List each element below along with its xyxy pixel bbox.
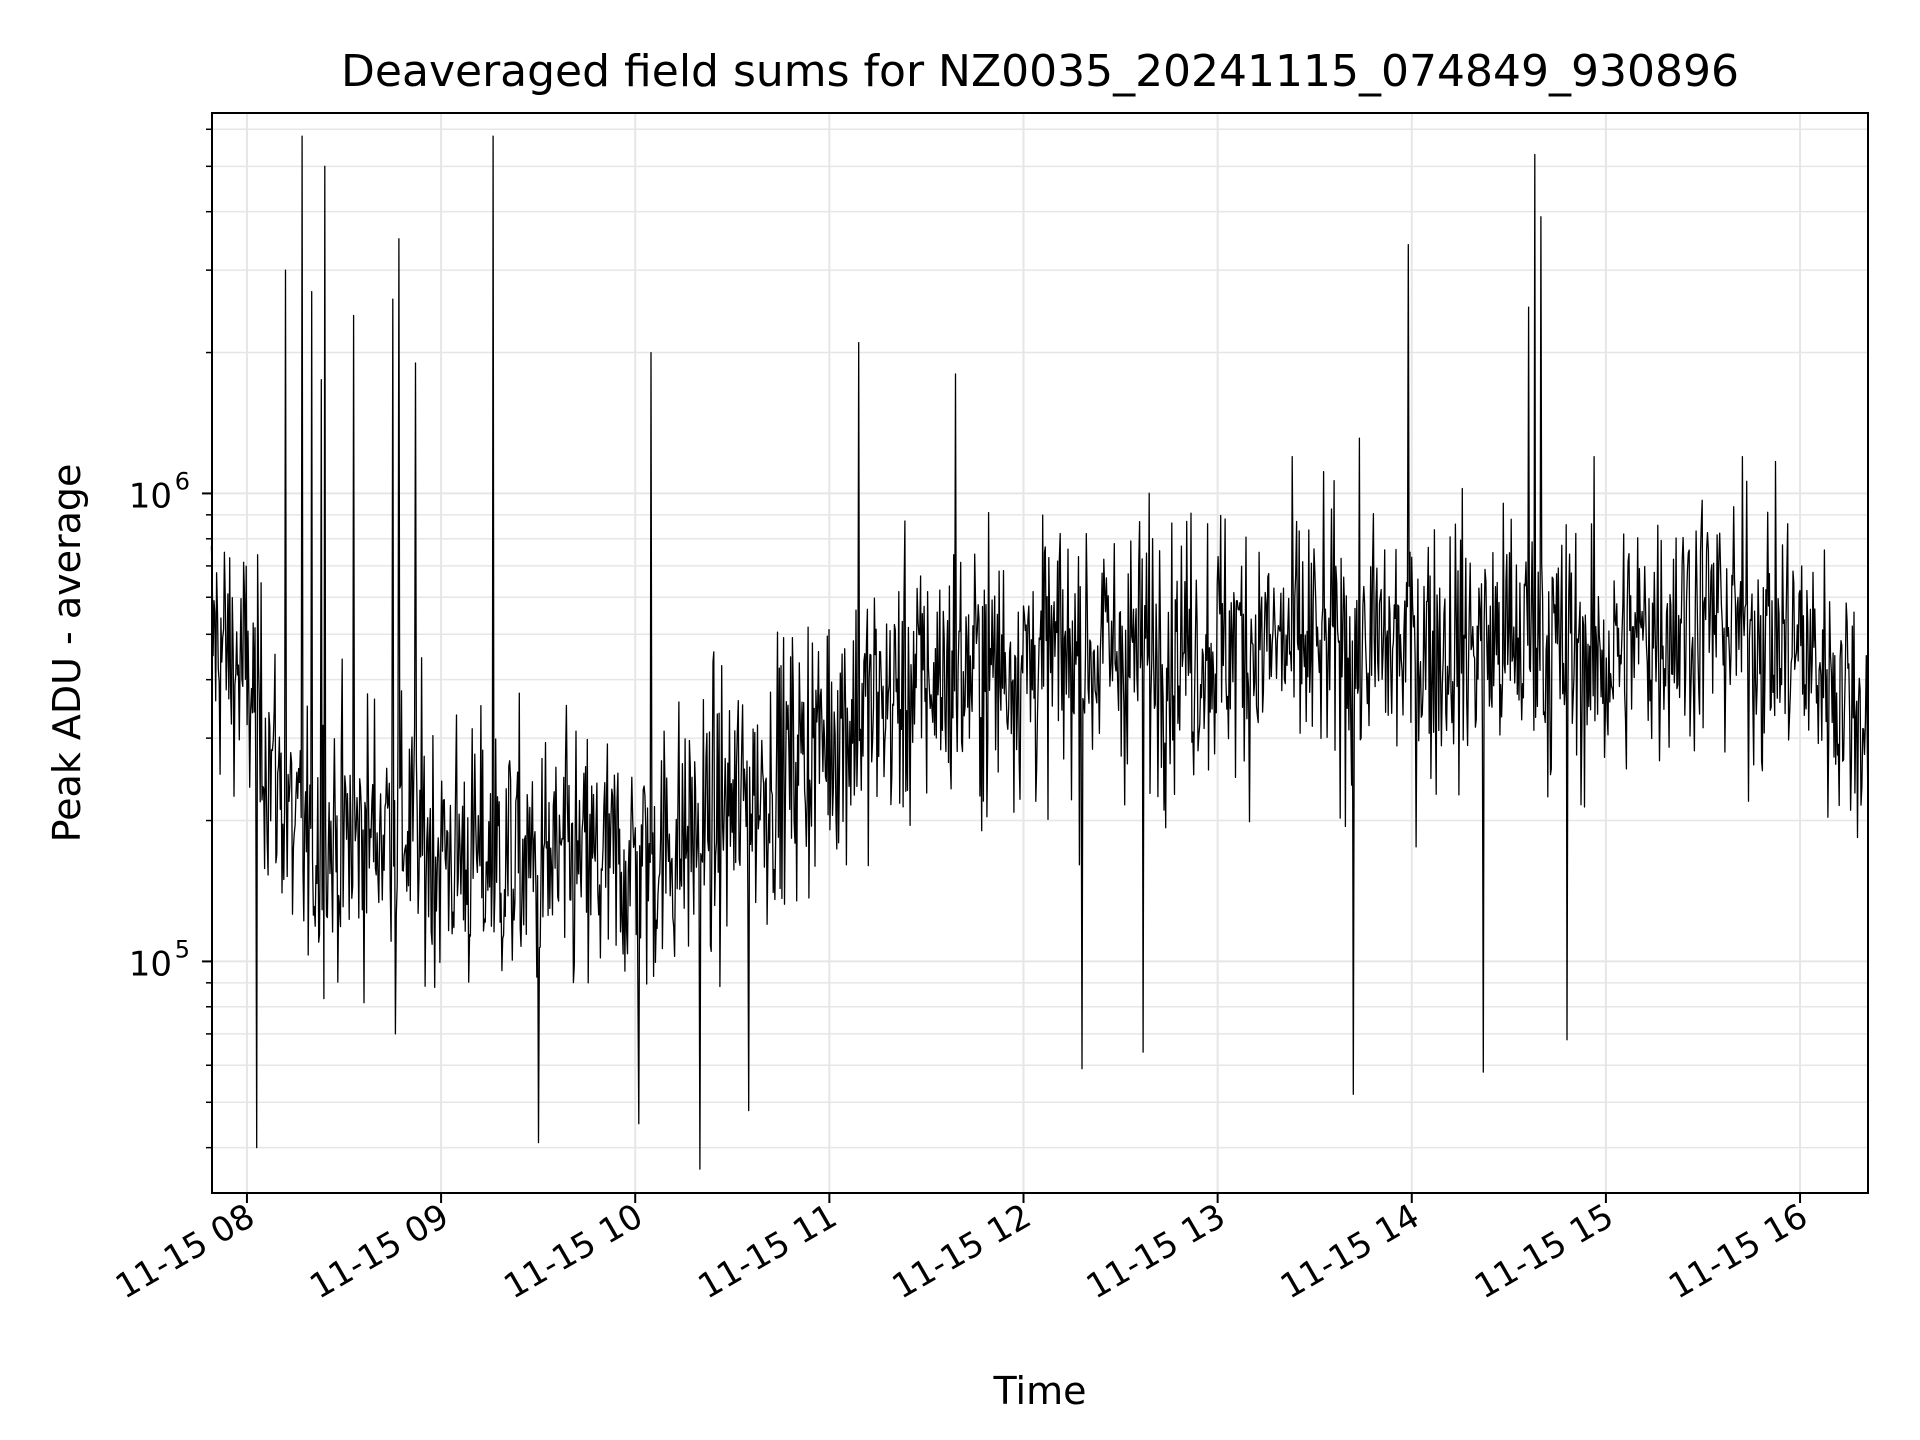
x-tick-label: 11-15 14	[1274, 1196, 1426, 1307]
x-tick-label: 11-15 15	[1468, 1196, 1620, 1307]
x-tick-label: 11-15 13	[1080, 1196, 1232, 1307]
x-tick-label: 11-15 12	[886, 1196, 1038, 1307]
x-tick-label: 11-15 16	[1662, 1196, 1814, 1307]
x-axis: 11-15 08 11-15 09 11-15 10 11-15 11 11-15 12…	[109, 1193, 1815, 1307]
y-tick-label: 10	[129, 476, 172, 516]
x-tick-label: 11-15 11	[691, 1196, 843, 1307]
chart-title: Deaveraged field sums for NZ0035_2024111…	[341, 46, 1739, 97]
plot-frame	[211, 112, 1869, 1194]
y-tick-label: 10	[129, 944, 172, 984]
x-tick-label: 11-15 10	[497, 1196, 649, 1307]
x-axis-label: Time	[993, 1369, 1087, 1413]
y-tick-exponent: 6	[175, 467, 190, 495]
y-tick-exponent: 5	[175, 935, 190, 963]
x-tick-label: 11-15 09	[303, 1196, 455, 1307]
y-axis-label: Peak ADU - average	[45, 464, 89, 843]
grid	[212, 113, 1868, 1193]
series-line	[210, 135, 1869, 1170]
series-group	[210, 135, 1869, 1170]
x-tick-label: 11-15 08	[109, 1196, 261, 1307]
